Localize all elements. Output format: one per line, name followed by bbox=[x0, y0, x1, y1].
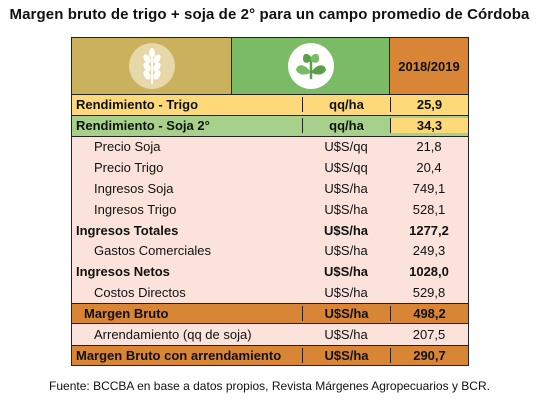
table-header: 2018/2019 bbox=[72, 38, 468, 95]
wheat-icon bbox=[128, 43, 175, 89]
table-row: Precio Trigo U$S/qq 20,4 bbox=[72, 157, 468, 179]
header-wheat-cell bbox=[72, 38, 232, 94]
table-row: Margen Bruto U$S/ha 498,2 bbox=[72, 302, 468, 324]
table-row: Arrendamiento (qq de soja) U$S/ha 207,5 bbox=[72, 323, 468, 345]
table-row: Precio Soja U$S/qq 21,8 bbox=[72, 136, 468, 158]
table-row: Rendimiento - Trigo qq/ha 25,9 bbox=[72, 95, 468, 116]
table-row: Rendimiento - Soja 2° qq/ha 34,3 bbox=[72, 115, 468, 137]
table-row: Costos Directos U$S/ha 529,8 bbox=[72, 282, 468, 303]
table-title: Margen bruto de trigo + soja de 2° para … bbox=[9, 6, 530, 23]
table-row: Ingresos Soja U$S/ha 749,1 bbox=[72, 178, 468, 199]
table-row: Ingresos Netos U$S/ha 1028,0 bbox=[72, 261, 468, 283]
table-row: Ingresos Totales U$S/ha 1277,2 bbox=[72, 219, 468, 241]
table-row: Gastos Comerciales U$S/ha 249,3 bbox=[72, 240, 468, 262]
table-row: Margen Bruto con arrendamiento U$S/ha 29… bbox=[72, 344, 468, 366]
margin-table: 2018/2019 Rendimiento - Trigo qq/ha 25,9… bbox=[71, 37, 469, 367]
soy-plant-icon bbox=[287, 43, 334, 89]
table-row: Ingresos Trigo U$S/ha 528,1 bbox=[72, 198, 468, 220]
header-soy-cell bbox=[232, 38, 390, 94]
source-note: Fuente: BCCBA en base a datos propios, R… bbox=[49, 379, 490, 393]
header-year: 2018/2019 bbox=[390, 38, 468, 94]
